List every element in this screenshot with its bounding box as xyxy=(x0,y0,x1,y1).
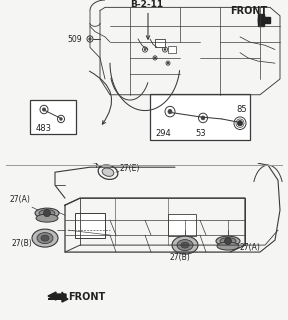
Circle shape xyxy=(225,238,232,244)
Ellipse shape xyxy=(39,210,55,217)
Polygon shape xyxy=(258,14,264,26)
Bar xyxy=(155,39,165,47)
Text: 85: 85 xyxy=(236,105,247,114)
Bar xyxy=(168,46,176,53)
Circle shape xyxy=(168,109,172,114)
Text: 27(E): 27(E) xyxy=(120,164,140,173)
Circle shape xyxy=(43,108,46,111)
Polygon shape xyxy=(48,292,65,300)
FancyArrow shape xyxy=(258,17,270,23)
Text: 27(B): 27(B) xyxy=(170,253,191,262)
Ellipse shape xyxy=(217,242,239,250)
Ellipse shape xyxy=(177,240,193,251)
Ellipse shape xyxy=(37,233,53,244)
Text: FRONT: FRONT xyxy=(230,6,267,16)
Ellipse shape xyxy=(102,168,114,176)
Bar xyxy=(168,214,196,236)
Circle shape xyxy=(201,116,205,120)
FancyArrow shape xyxy=(48,292,66,300)
Bar xyxy=(75,213,105,238)
Ellipse shape xyxy=(41,235,49,241)
Ellipse shape xyxy=(181,242,189,248)
Ellipse shape xyxy=(172,236,198,254)
Ellipse shape xyxy=(216,236,240,246)
Bar xyxy=(30,100,76,134)
Text: 294: 294 xyxy=(155,129,171,138)
Text: 27(A): 27(A) xyxy=(10,195,31,204)
Circle shape xyxy=(43,210,50,217)
Text: 27(B): 27(B) xyxy=(12,239,33,248)
Text: 483: 483 xyxy=(36,124,52,133)
Circle shape xyxy=(167,62,169,64)
Ellipse shape xyxy=(32,229,58,247)
Circle shape xyxy=(238,121,242,126)
Text: 27(A): 27(A) xyxy=(240,243,261,252)
Circle shape xyxy=(89,38,91,40)
Text: 509: 509 xyxy=(67,35,82,44)
Ellipse shape xyxy=(35,208,59,218)
Circle shape xyxy=(154,57,156,59)
Polygon shape xyxy=(258,17,270,23)
Bar xyxy=(150,94,250,140)
Text: FRONT: FRONT xyxy=(68,292,105,302)
Circle shape xyxy=(144,49,146,50)
Circle shape xyxy=(164,49,166,50)
Ellipse shape xyxy=(36,214,58,222)
Text: 53: 53 xyxy=(195,129,206,138)
Circle shape xyxy=(60,118,62,120)
Polygon shape xyxy=(48,296,68,302)
Ellipse shape xyxy=(220,238,236,244)
Text: B-2-11: B-2-11 xyxy=(130,0,163,10)
